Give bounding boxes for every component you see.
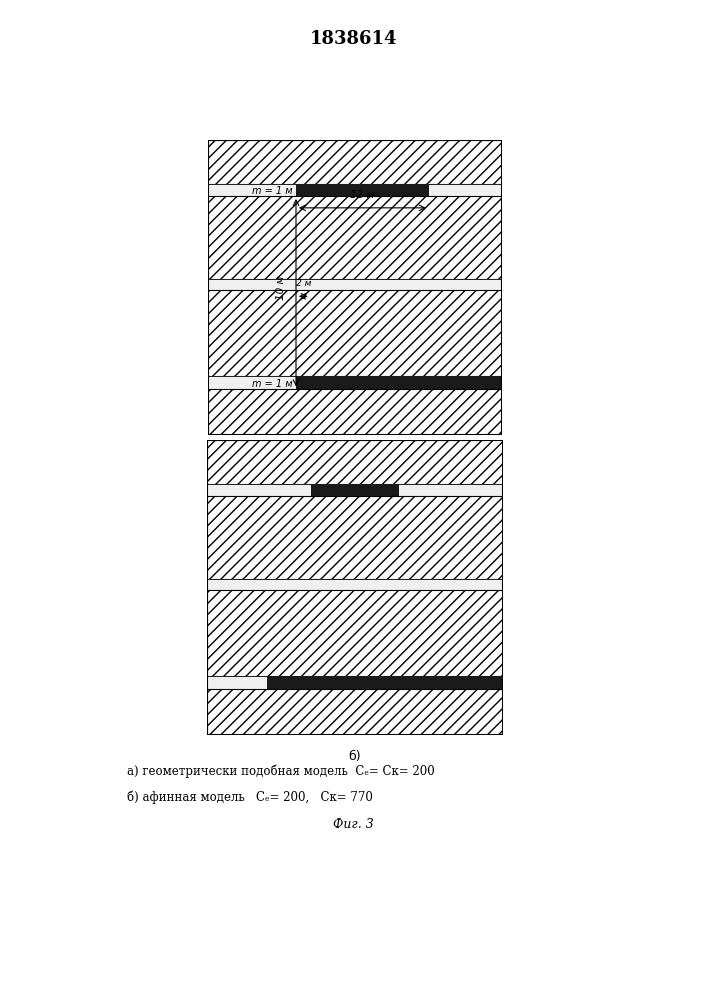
Bar (207, 496, 503, 579)
Bar (207, 440, 503, 484)
Bar (296, 376, 503, 389)
Bar (311, 484, 399, 496)
Bar (296, 184, 428, 196)
Bar (207, 689, 503, 735)
Bar (207, 496, 503, 579)
Bar (207, 290, 503, 376)
Text: б): б) (349, 750, 361, 763)
Text: а) геометрически подобная модель  Cₑ= Cк= 200: а) геометрически подобная модель Cₑ= Cк=… (127, 765, 435, 778)
Bar (207, 579, 503, 590)
Bar (207, 590, 503, 676)
Bar (207, 376, 503, 389)
Text: 2 м: 2 м (296, 278, 311, 288)
Text: Фиг. 3: Фиг. 3 (333, 818, 374, 831)
Text: 12 м: 12 м (350, 190, 375, 200)
Bar (207, 389, 503, 435)
Text: а): а) (349, 450, 361, 463)
Bar (207, 676, 503, 689)
Text: б) афинная модель   Cₑ= 200,   Cк= 770: б) афинная модель Cₑ= 200, Cк= 770 (127, 790, 373, 804)
Bar (207, 590, 503, 676)
Bar (207, 389, 503, 435)
Bar (207, 689, 503, 735)
Bar (207, 196, 503, 279)
Bar (207, 484, 503, 496)
Bar (207, 140, 503, 184)
Bar (207, 279, 503, 290)
Text: 1838614: 1838614 (310, 30, 397, 48)
Text: m = 1 м: m = 1 м (252, 186, 293, 196)
Bar (207, 196, 503, 279)
Bar (207, 290, 503, 376)
Bar (207, 140, 503, 184)
Text: m = 1 м: m = 1 м (252, 379, 293, 389)
Text: 10 м: 10 м (276, 275, 286, 300)
Bar (267, 676, 503, 689)
Bar (207, 184, 503, 196)
Bar (207, 440, 503, 484)
